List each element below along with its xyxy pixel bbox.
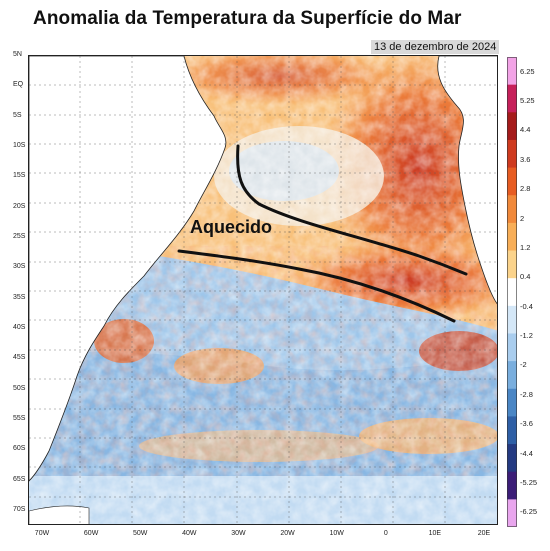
date-badge: 13 de dezembro de 2024 xyxy=(371,40,500,54)
map-svg xyxy=(29,56,497,524)
colorbar-segment xyxy=(507,250,517,279)
colorbar-tick-label: 6.25 xyxy=(520,66,535,76)
colorbar-segment xyxy=(507,333,517,362)
sst-anomaly-map xyxy=(28,55,498,525)
colorbar-segment xyxy=(507,416,517,445)
colorbar-segment xyxy=(507,278,517,307)
colorbar-segment xyxy=(507,57,517,86)
colorbar-segment xyxy=(507,222,517,252)
longitude-label: 40W xyxy=(182,530,197,537)
colorbar-tick-label: -1.2 xyxy=(520,331,533,341)
latitude-label: EQ xyxy=(13,81,24,89)
colorbar-tick-label: -0.4 xyxy=(520,301,533,311)
longitude-label: 10W xyxy=(329,530,344,537)
colorbar-border xyxy=(507,57,517,527)
landmass-antarctic xyxy=(29,505,90,524)
colorbar-tick-label: -3.6 xyxy=(520,419,533,429)
colorbar-tick-label: -2 xyxy=(520,360,527,370)
boundary-line-south xyxy=(177,249,456,323)
latitude-label: 10S xyxy=(13,141,26,149)
colorbar-tick-label: -2.8 xyxy=(520,389,533,399)
latitude-label: 5N xyxy=(13,51,22,58)
colorbar-segment xyxy=(507,305,517,334)
colorbar-tick-label: 4.4 xyxy=(520,125,531,135)
colorbar-segment xyxy=(507,444,517,473)
latitude-label: 15S xyxy=(13,172,26,180)
colorbar-segment xyxy=(507,139,517,169)
colorbar-segment xyxy=(507,471,517,500)
latitude-label: 35S xyxy=(13,293,26,301)
landmass-south-america xyxy=(29,56,227,482)
longitude-label: 20W xyxy=(280,530,295,537)
latitude-label: 50S xyxy=(13,384,26,392)
colorbar-segment xyxy=(507,112,517,141)
boundary-line-north xyxy=(236,144,468,276)
graticule xyxy=(29,56,497,524)
colorbar-tick-label: -6.25 xyxy=(520,507,538,517)
colorbar-segment xyxy=(507,84,517,113)
latitude-label: 30S xyxy=(13,263,26,271)
colorbar-tick-label: 2 xyxy=(520,213,525,223)
colorbar-tick-label: 1.2 xyxy=(520,242,531,252)
longitude-label: 0 xyxy=(383,530,388,537)
colorbar-tick-label: 5.25 xyxy=(520,96,535,106)
latitude-label: 5S xyxy=(13,111,22,119)
latitude-label: 20S xyxy=(13,202,26,210)
latitude-label: 55S xyxy=(13,414,26,422)
colorbar-segment xyxy=(507,361,517,390)
longitude-label: 50W xyxy=(133,530,148,537)
colorbar-segment xyxy=(507,388,517,417)
latitude-label: 40S xyxy=(13,323,26,331)
colorbar-tick-label: 3.6 xyxy=(520,154,531,164)
longitude-label: 10E xyxy=(428,530,442,537)
landmass-africa xyxy=(437,56,497,305)
longitude-label: 60W xyxy=(83,530,99,537)
colorbar-segment xyxy=(507,195,517,224)
latitude-label: 60S xyxy=(13,445,26,453)
map-title: Anomalia da Temperatura da Superfície do… xyxy=(33,8,462,29)
colorbar xyxy=(507,57,517,527)
colorbar-segment xyxy=(507,499,517,527)
colorbar-segment xyxy=(507,167,517,196)
latitude-label: 45S xyxy=(13,354,26,362)
colorbar-tick-label: -4.4 xyxy=(520,448,533,458)
warm-region-label: Aquecido xyxy=(190,217,273,237)
colorbar-tick-label: -5.25 xyxy=(520,477,538,487)
longitude-label: 20E xyxy=(477,530,491,537)
longitude-label: 30W xyxy=(231,530,246,537)
latitude-label: 25S xyxy=(13,232,26,240)
colorbar-tick-label: 0.4 xyxy=(520,272,531,282)
latitude-label: 65S xyxy=(13,475,26,483)
longitude-label: 70W xyxy=(34,530,50,537)
colorbar-tick-label: 2.8 xyxy=(520,184,531,194)
latitude-label: 70S xyxy=(13,505,26,513)
